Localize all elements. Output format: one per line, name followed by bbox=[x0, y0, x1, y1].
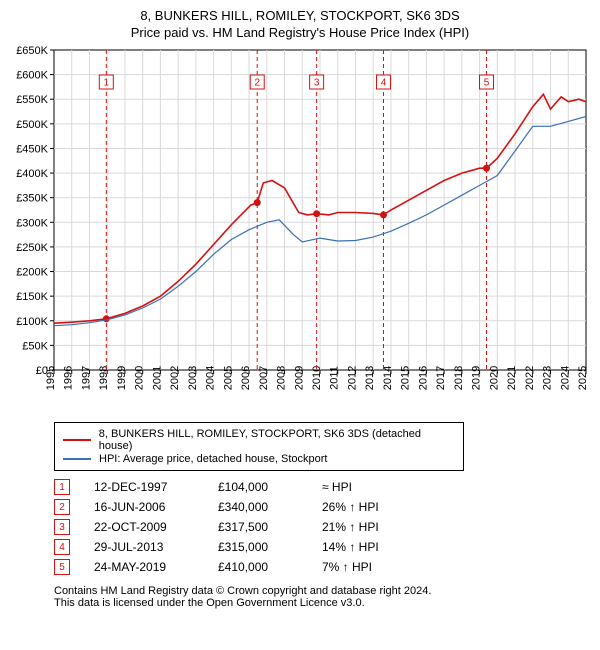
legend-swatch bbox=[63, 439, 91, 441]
sale-comparison: 7% ↑ HPI bbox=[322, 560, 372, 574]
sale-marker: 4 bbox=[54, 539, 70, 555]
legend-item: 8, BUNKERS HILL, ROMILEY, STOCKPORT, SK6… bbox=[63, 428, 455, 452]
svg-text:£600K: £600K bbox=[16, 70, 48, 82]
svg-text:2010: 2010 bbox=[311, 366, 323, 390]
sale-row: 2 16-JUN-2006 £340,000 26% ↑ HPI bbox=[54, 499, 594, 515]
svg-text:4: 4 bbox=[381, 78, 387, 89]
sale-marker: 3 bbox=[54, 519, 70, 535]
svg-text:£200K: £200K bbox=[16, 267, 48, 279]
svg-text:£250K: £250K bbox=[16, 242, 48, 254]
svg-text:5: 5 bbox=[484, 78, 490, 89]
sale-row: 1 12-DEC-1997 £104,000 ≈ HPI bbox=[54, 479, 594, 495]
svg-text:2021: 2021 bbox=[506, 366, 518, 390]
svg-text:2008: 2008 bbox=[276, 366, 288, 390]
svg-text:1997: 1997 bbox=[80, 366, 92, 390]
title-address: 8, BUNKERS HILL, ROMILEY, STOCKPORT, SK6… bbox=[6, 8, 594, 23]
svg-text:2007: 2007 bbox=[258, 366, 270, 390]
sale-marker: 5 bbox=[54, 559, 70, 575]
sale-row: 4 29-JUL-2013 £315,000 14% ↑ HPI bbox=[54, 539, 594, 555]
svg-text:1996: 1996 bbox=[63, 366, 75, 390]
legend-item: HPI: Average price, detached house, Stoc… bbox=[63, 453, 455, 465]
svg-text:£350K: £350K bbox=[16, 193, 48, 205]
svg-text:£100K: £100K bbox=[16, 316, 48, 328]
svg-text:2025: 2025 bbox=[577, 366, 589, 390]
sales-table: 1 12-DEC-1997 £104,000 ≈ HPI 2 16-JUN-2006 £34… bbox=[54, 479, 594, 575]
svg-text:2024: 2024 bbox=[559, 366, 571, 390]
svg-text:2006: 2006 bbox=[240, 366, 252, 390]
sale-price: £317,500 bbox=[218, 520, 298, 534]
svg-text:1995: 1995 bbox=[45, 366, 57, 390]
page: 8, BUNKERS HILL, ROMILEY, STOCKPORT, SK6… bbox=[0, 0, 600, 617]
footer-line1: Contains HM Land Registry data © Crown c… bbox=[54, 585, 594, 597]
legend-swatch bbox=[63, 458, 91, 460]
svg-text:2023: 2023 bbox=[542, 366, 554, 390]
svg-text:2009: 2009 bbox=[293, 366, 305, 390]
sale-comparison: 14% ↑ HPI bbox=[322, 540, 379, 554]
sale-marker: 1 bbox=[54, 479, 70, 495]
sale-comparison: 21% ↑ HPI bbox=[322, 520, 379, 534]
svg-text:£150K: £150K bbox=[16, 291, 48, 303]
svg-text:£650K: £650K bbox=[16, 46, 48, 57]
sale-comparison: ≈ HPI bbox=[322, 480, 352, 494]
svg-text:2014: 2014 bbox=[382, 366, 394, 390]
title-subtitle: Price paid vs. HM Land Registry's House … bbox=[6, 25, 594, 40]
sale-price: £315,000 bbox=[218, 540, 298, 554]
sale-date: 24-MAY-2019 bbox=[94, 560, 194, 574]
sale-date: 16-JUN-2006 bbox=[94, 500, 194, 514]
svg-text:£450K: £450K bbox=[16, 143, 48, 155]
svg-text:£500K: £500K bbox=[16, 119, 48, 131]
legend: 8, BUNKERS HILL, ROMILEY, STOCKPORT, SK6… bbox=[54, 422, 464, 471]
svg-text:2000: 2000 bbox=[134, 366, 146, 390]
svg-text:£50K: £50K bbox=[22, 340, 48, 352]
footer: Contains HM Land Registry data © Crown c… bbox=[54, 585, 594, 609]
sale-date: 22-OCT-2009 bbox=[94, 520, 194, 534]
svg-text:2004: 2004 bbox=[205, 366, 217, 390]
legend-label: HPI: Average price, detached house, Stoc… bbox=[99, 453, 328, 465]
svg-text:2002: 2002 bbox=[169, 366, 181, 390]
legend-label: 8, BUNKERS HILL, ROMILEY, STOCKPORT, SK6… bbox=[99, 428, 455, 452]
svg-text:£300K: £300K bbox=[16, 217, 48, 229]
title-block: 8, BUNKERS HILL, ROMILEY, STOCKPORT, SK6… bbox=[6, 8, 594, 40]
svg-text:1: 1 bbox=[104, 78, 110, 89]
svg-text:2: 2 bbox=[254, 78, 260, 89]
sale-row: 3 22-OCT-2009 £317,500 21% ↑ HPI bbox=[54, 519, 594, 535]
sale-comparison: 26% ↑ HPI bbox=[322, 500, 379, 514]
svg-text:2019: 2019 bbox=[471, 366, 483, 390]
sale-marker: 2 bbox=[54, 499, 70, 515]
sale-date: 12-DEC-1997 bbox=[94, 480, 194, 494]
svg-text:2020: 2020 bbox=[488, 366, 500, 390]
svg-text:2018: 2018 bbox=[453, 366, 465, 390]
svg-text:2013: 2013 bbox=[364, 366, 376, 390]
svg-text:2016: 2016 bbox=[417, 366, 429, 390]
footer-line2: This data is licensed under the Open Gov… bbox=[54, 597, 594, 609]
svg-text:1999: 1999 bbox=[116, 366, 128, 390]
sale-date: 29-JUL-2013 bbox=[94, 540, 194, 554]
svg-text:2022: 2022 bbox=[524, 366, 536, 390]
svg-text:2011: 2011 bbox=[329, 366, 341, 390]
svg-text:2005: 2005 bbox=[222, 366, 234, 390]
svg-text:£400K: £400K bbox=[16, 168, 48, 180]
sale-row: 5 24-MAY-2019 £410,000 7% ↑ HPI bbox=[54, 559, 594, 575]
svg-text:2015: 2015 bbox=[400, 366, 412, 390]
svg-text:2012: 2012 bbox=[346, 366, 358, 390]
chart-svg: £0£50K£100K£150K£200K£250K£300K£350K£400… bbox=[6, 46, 594, 416]
svg-text:2001: 2001 bbox=[151, 366, 163, 390]
chart: £0£50K£100K£150K£200K£250K£300K£350K£400… bbox=[6, 46, 594, 416]
sale-price: £410,000 bbox=[218, 560, 298, 574]
svg-text:3: 3 bbox=[314, 78, 320, 89]
sale-price: £104,000 bbox=[218, 480, 298, 494]
sale-price: £340,000 bbox=[218, 500, 298, 514]
svg-text:2017: 2017 bbox=[435, 366, 447, 390]
svg-text:1998: 1998 bbox=[98, 366, 110, 390]
svg-text:2003: 2003 bbox=[187, 366, 199, 390]
svg-text:£550K: £550K bbox=[16, 94, 48, 106]
